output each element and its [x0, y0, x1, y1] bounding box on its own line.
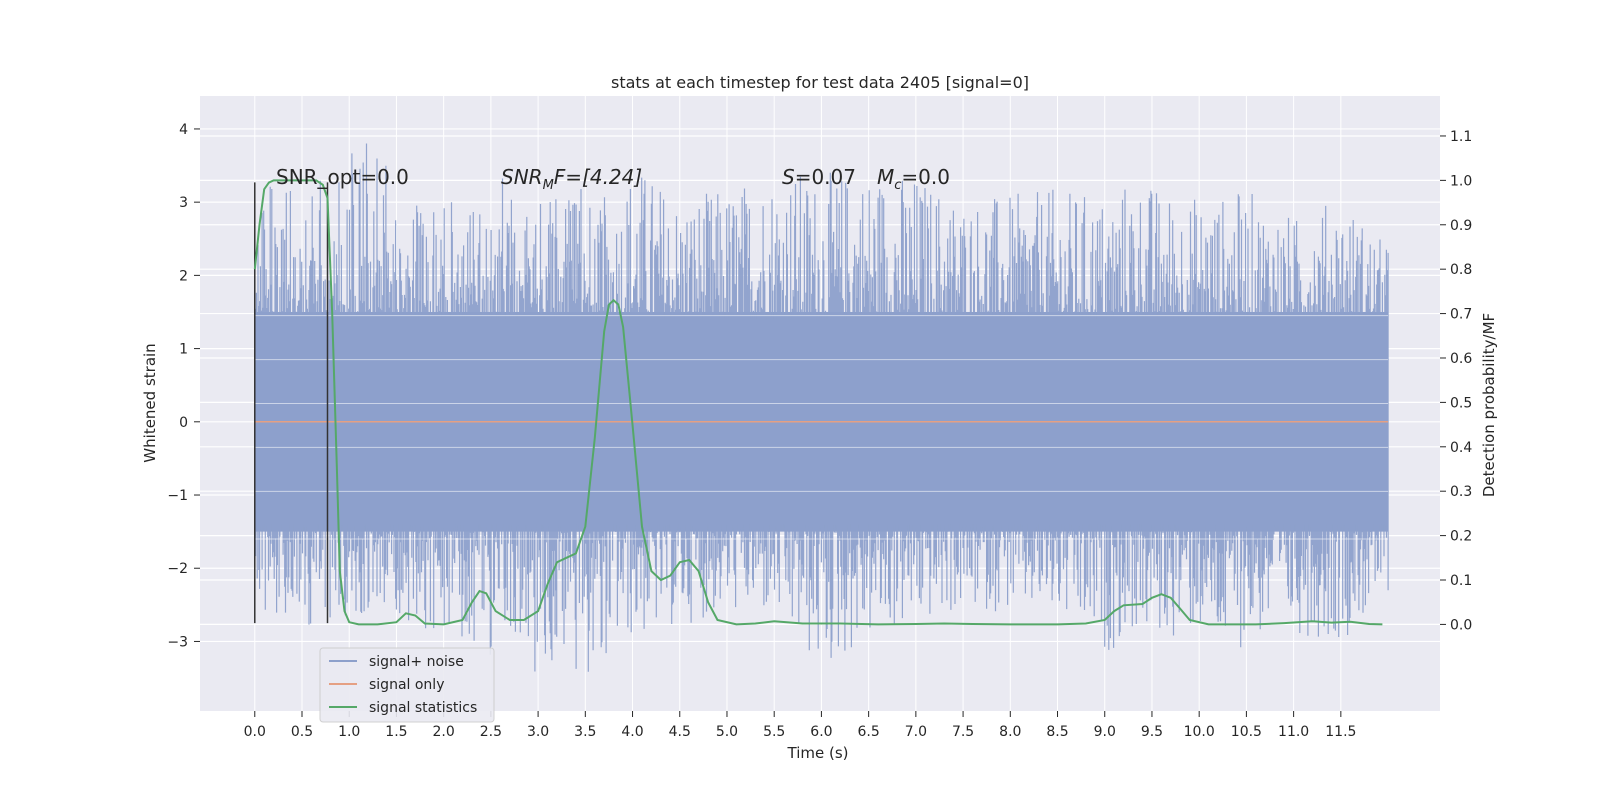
- signal-statistics-line: [253, 179, 1383, 626]
- y2-tick-label: 0.4: [1450, 440, 1472, 456]
- y2-tick-label: 0.8: [1450, 262, 1472, 278]
- chart-title: stats at each timestep for test data 240…: [611, 73, 1029, 92]
- x-tick-label: 1.5: [385, 724, 407, 740]
- y2-tick-label: 0.1: [1450, 573, 1472, 589]
- x-tick-label: 2.5: [480, 724, 502, 740]
- x-tick-label: 2.0: [433, 724, 455, 740]
- x-tick-label: 6.0: [810, 724, 832, 740]
- annotation-snr-mf-subscript: M: [543, 178, 554, 193]
- y2-tick-label: 0.5: [1450, 395, 1472, 411]
- y-tick-label: −2: [167, 561, 188, 577]
- y2-tick-label: 1.1: [1450, 129, 1472, 145]
- x-tick-label: 3.5: [574, 724, 596, 740]
- x-tick-label: 9.0: [1094, 724, 1116, 740]
- x-tick-label: 0.0: [244, 724, 266, 740]
- legend-label-signal-statistics: signal statistics: [369, 700, 477, 716]
- annotation-snr-mf: SNRMF=[4.24]: [501, 165, 642, 193]
- legend-label-signal-noise: signal+ noise: [369, 654, 464, 670]
- annotation-snr-mf-value: F=[4.24]: [554, 165, 642, 189]
- signal-statistics-series: [253, 179, 1383, 626]
- legend-box: [319, 647, 495, 723]
- y2-axis-ticks: 1.1 1.0 0.9 0.8 0.7 0.6 0.5 0.4 0.3 0.2 0.1 0.0: [1440, 129, 1472, 633]
- y2-tick-label: 0.2: [1450, 529, 1472, 545]
- x-tick-label: 10.0: [1184, 724, 1215, 740]
- y2-tick-label: 0.0: [1450, 617, 1472, 633]
- x-tick-label: 11.0: [1278, 724, 1309, 740]
- legend-label-signal-only: signal only: [369, 677, 444, 693]
- annotation-mc-label: M: [877, 165, 894, 189]
- annotation-mc-subscript: c: [894, 178, 901, 193]
- x-tick-label: 6.5: [858, 724, 880, 740]
- x-tick-label: 1.0: [338, 724, 360, 740]
- x-tick-label: 9.5: [1141, 724, 1163, 740]
- y-tick-label: 4: [179, 122, 188, 138]
- y2-tick-label: 1.0: [1450, 173, 1472, 189]
- x-axis-title: Time (s): [787, 744, 849, 762]
- x-tick-label: 10.5: [1231, 724, 1262, 740]
- x-tick-label: 11.5: [1325, 724, 1356, 740]
- y-tick-label: 3: [179, 195, 188, 211]
- y2-axis-title: Detection probability/MF: [1480, 313, 1498, 497]
- x-tick-label: 0.5: [291, 724, 313, 740]
- y-tick-label: −3: [167, 634, 188, 650]
- annotation-snr-opt: SNR_opt=0.0: [276, 165, 409, 189]
- y-axis-title: Whitened strain: [141, 343, 159, 462]
- y2-tick-label: 0.7: [1450, 307, 1472, 323]
- y2-tick-label: 0.3: [1450, 484, 1472, 500]
- x-tick-label: 7.0: [905, 724, 927, 740]
- y-tick-label: 2: [179, 268, 188, 284]
- y2-tick-label: 0.6: [1450, 351, 1472, 367]
- x-axis-ticks: 0.0 0.5 1.0 1.5 2.0 2.5 3.0 3.5 4.0 4.5 5.0 5.5 6.0 6…: [244, 711, 1356, 740]
- x-tick-label: 8.5: [1046, 724, 1068, 740]
- annotation-s-label: S: [782, 165, 795, 189]
- x-tick-label: 4.5: [669, 724, 691, 740]
- y2-tick-label: 0.9: [1450, 218, 1472, 234]
- annotation-snr-mf-label: SNR: [501, 165, 543, 189]
- x-tick-label: 7.5: [952, 724, 974, 740]
- x-tick-label: 8.0: [999, 724, 1021, 740]
- y-axis-ticks: 4 3 2 1 0 −1 −2 −3: [167, 122, 200, 650]
- marker-vertical-lines: [254, 182, 329, 624]
- legend: signal+ noise signal only signal statist…: [319, 647, 495, 723]
- x-tick-label: 5.0: [716, 724, 738, 740]
- annotation-s: S=0.07: [782, 165, 856, 189]
- x-tick-label: 3.0: [527, 724, 549, 740]
- annotation-mc-value: =0.0: [901, 165, 950, 189]
- y-tick-label: 0: [179, 415, 188, 431]
- annotation-mc: Mc=0.0: [877, 165, 950, 193]
- annotation-s-value: =0.07: [795, 165, 856, 189]
- y-tick-label: −1: [167, 488, 188, 504]
- y-tick-label: 1: [179, 342, 188, 358]
- x-tick-label: 4.0: [621, 724, 643, 740]
- x-tick-label: 5.5: [763, 724, 785, 740]
